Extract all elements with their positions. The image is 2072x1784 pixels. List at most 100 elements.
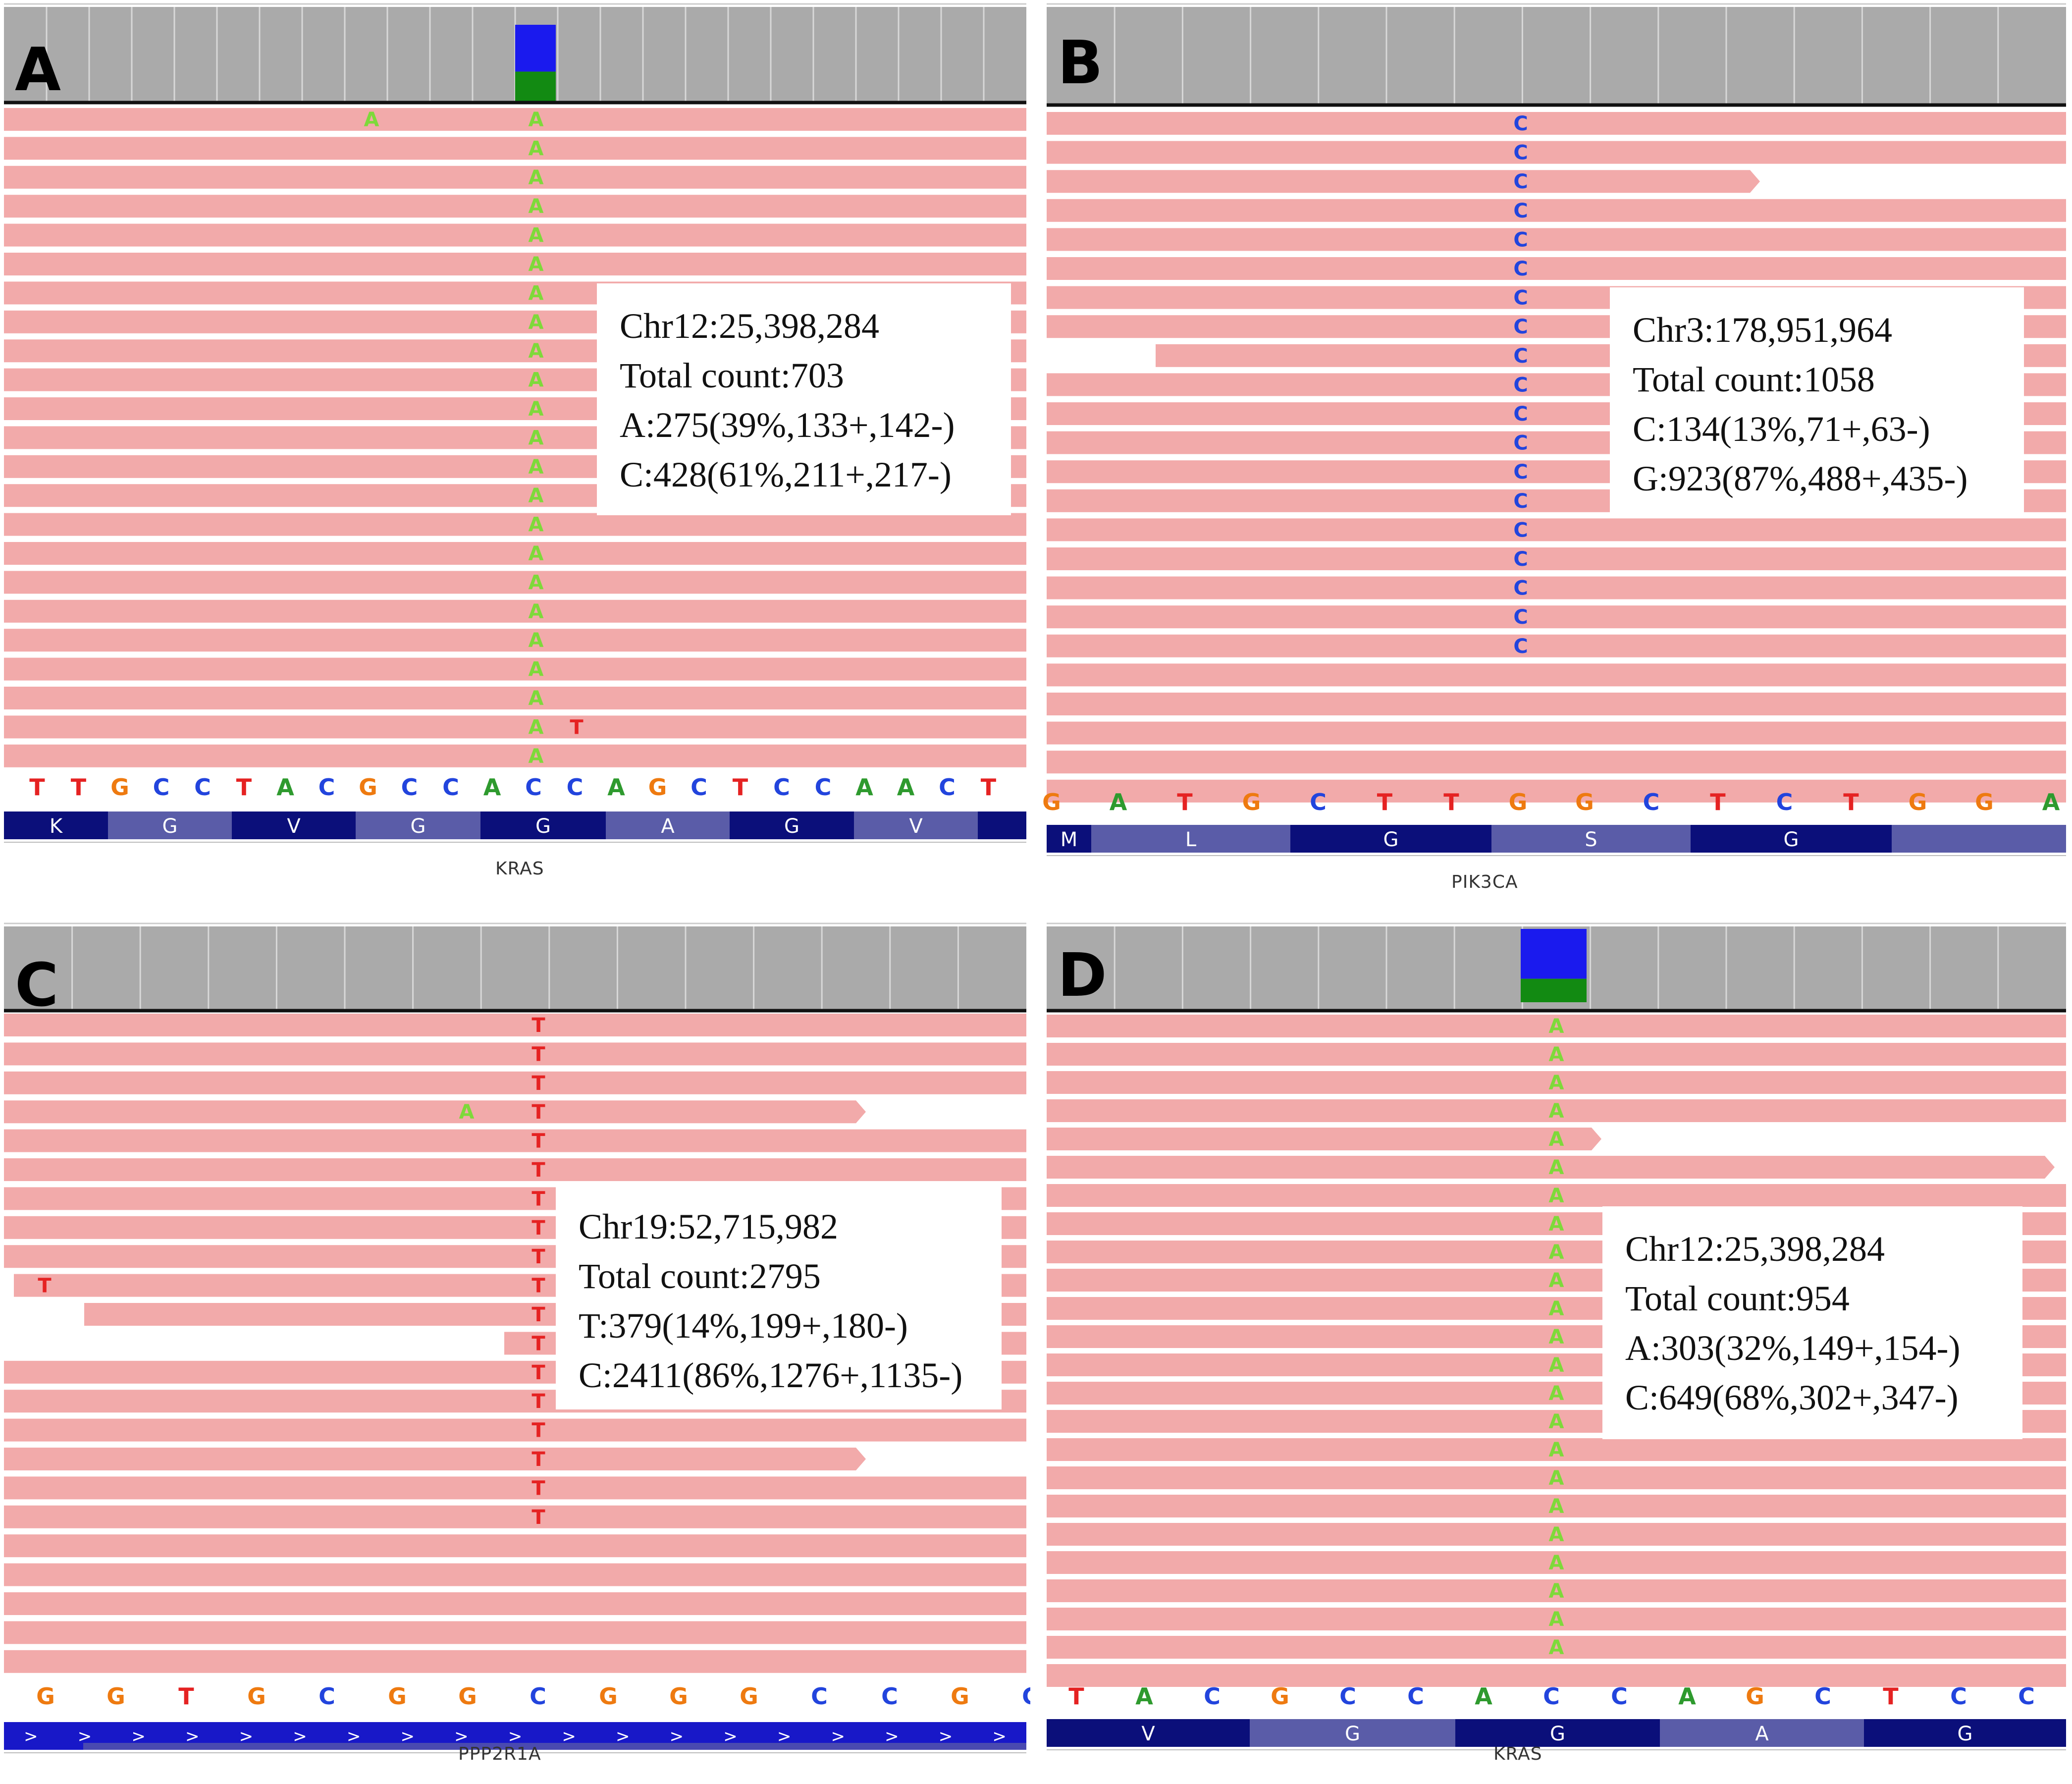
mismatch-base: A — [1549, 1297, 1564, 1320]
amino-acid-label: G — [1383, 828, 1399, 851]
locus-text: Chr3:178,951,964 — [1633, 310, 1893, 350]
mismatch-base: C — [1513, 519, 1528, 541]
read — [4, 1418, 1026, 1442]
amino-acid-cell — [1290, 825, 1491, 853]
amino-acid-label: > — [562, 1727, 576, 1746]
read — [1047, 1636, 2066, 1659]
coverage-bar-ref — [515, 25, 556, 72]
allele-2-text: C:649(68%,302+,347-) — [1625, 1378, 1959, 1417]
reference-base: C — [194, 774, 211, 801]
read — [1047, 228, 2066, 251]
allele-1-text: A:275(39%,133+,142-) — [620, 405, 955, 445]
coverage-track — [1047, 7, 2066, 104]
mismatch-base: A — [529, 340, 544, 363]
amino-acid-label: > — [616, 1727, 630, 1746]
mismatch-base: T — [531, 1245, 545, 1268]
locus-text: Chr12:25,398,284 — [1625, 1229, 1885, 1269]
allele-info-box: Chr19:52,715,982 Total count:2795 T:379(… — [556, 1184, 1002, 1409]
read — [1047, 779, 2066, 803]
locus-text: Chr12:25,398,284 — [620, 306, 880, 346]
reference-base: C — [811, 1683, 828, 1710]
mismatch-base: T — [531, 1188, 545, 1210]
mismatch-base: C — [1513, 200, 1528, 222]
mismatch-base: A — [529, 137, 544, 160]
mismatch-base: A — [1549, 1241, 1564, 1264]
amino-acid-label: > — [508, 1727, 523, 1746]
read — [1047, 518, 2066, 541]
reference-base: G — [1509, 789, 1528, 815]
amino-acid-cell — [1250, 1719, 1455, 1747]
reference-base: C — [881, 1683, 898, 1710]
read — [1047, 1551, 2066, 1574]
amino-acid-label: > — [992, 1727, 1007, 1746]
coverage-bar-alt — [515, 71, 556, 102]
mismatch-base: T — [531, 1303, 545, 1326]
mismatch-base: A — [529, 658, 544, 681]
mismatch-base: A — [1549, 1072, 1564, 1094]
mismatch-base: A — [1549, 1636, 1564, 1659]
mismatch-base: T — [531, 1390, 545, 1413]
allele-2-text: C:428(61%,211+,217-) — [620, 455, 952, 494]
mismatch-base: T — [531, 1275, 545, 1297]
mismatch-base: A — [529, 514, 544, 537]
reference-base: T — [1377, 789, 1393, 815]
read — [1047, 199, 2066, 222]
read — [1047, 112, 2066, 135]
panel-label: B — [1058, 29, 1103, 98]
amino-acid-label: G — [1784, 828, 1799, 851]
allele-2-text: G:923(87%,488+,435-) — [1633, 459, 1968, 498]
read — [4, 657, 1026, 681]
mismatch-base: A — [1549, 1608, 1564, 1631]
reference-base: G — [106, 1683, 125, 1710]
read — [1047, 663, 2066, 687]
reference-base: C — [1814, 1683, 1831, 1710]
amino-acid-label: > — [347, 1727, 361, 1746]
amino-acid-label: > — [885, 1727, 899, 1746]
reference-base: A — [483, 774, 501, 801]
mismatch-base: C — [1513, 548, 1528, 571]
total-count-text: Total count:703 — [620, 356, 844, 395]
read — [4, 599, 1026, 623]
mismatch-base: A — [1549, 1100, 1564, 1123]
mismatch-base: A — [364, 108, 379, 131]
mismatch-base: A — [529, 571, 544, 594]
amino-acid-cell — [480, 811, 606, 839]
read — [4, 1158, 1026, 1181]
read — [4, 744, 1026, 767]
reference-base: T — [1843, 789, 1859, 815]
total-count-text: Total count:954 — [1625, 1279, 1850, 1318]
mismatch-base: C — [1513, 345, 1528, 368]
mismatch-base: T — [531, 1419, 545, 1442]
amino-acid-cell — [108, 811, 232, 839]
mismatch-base: A — [1549, 1523, 1564, 1546]
reference-base: G — [247, 1683, 266, 1710]
reference-base: G — [740, 1683, 758, 1710]
mismatch-base: A — [529, 224, 544, 247]
mismatch-base: C — [1513, 112, 1528, 135]
reference-base: C — [815, 774, 832, 801]
reference-base: C — [773, 774, 790, 801]
read — [1047, 576, 2066, 599]
read — [4, 165, 1026, 189]
read — [1047, 693, 2066, 715]
reference-base: G — [1975, 789, 1994, 815]
read — [4, 1650, 1026, 1673]
reference-base: T — [1710, 789, 1726, 815]
reference-base: C — [1022, 1683, 1030, 1710]
read — [1047, 1043, 2066, 1066]
reference-base: G — [359, 774, 377, 801]
amino-acid-cell — [730, 811, 854, 839]
mismatch-base: A — [529, 456, 544, 479]
reference-base: G — [388, 1683, 407, 1710]
allele-info-box: Chr12:25,398,284 Total count:954 A:303(3… — [1602, 1206, 2022, 1439]
panel-label: D — [1058, 941, 1107, 1010]
amino-acid-label: > — [777, 1727, 792, 1746]
mismatch-base: A — [1549, 1354, 1564, 1377]
mismatch-base: A — [529, 716, 544, 739]
allele-info-box: Chr3:178,951,964 Total count:1058 C:134(… — [1610, 287, 2024, 513]
mismatch-base: T — [531, 1159, 545, 1182]
mismatch-base: A — [529, 542, 544, 565]
mismatch-base: A — [1549, 1495, 1564, 1518]
mismatch-base: T — [38, 1275, 52, 1297]
amino-acid-label: G — [162, 815, 178, 838]
